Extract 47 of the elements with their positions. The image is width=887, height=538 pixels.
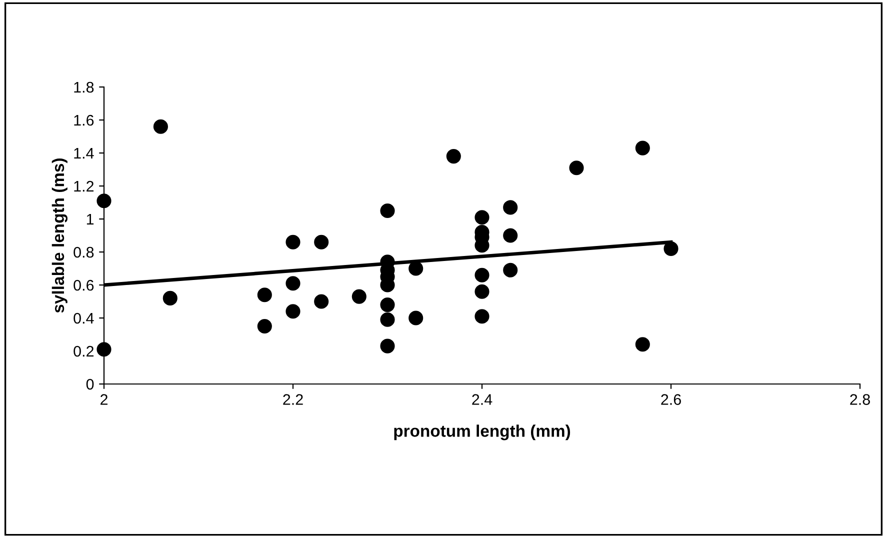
point: [153, 119, 168, 134]
point: [474, 284, 490, 299]
x-tick-label: 2.8: [850, 394, 870, 405]
point: [408, 261, 424, 276]
x-tick-label: 2.6: [661, 394, 681, 405]
point: [257, 288, 272, 302]
point: [664, 241, 678, 256]
x-tick-label: 2: [100, 394, 108, 405]
y-tick-label: 0.8: [74, 246, 94, 258]
y-tick-label: 1.2: [74, 180, 94, 192]
point: [408, 310, 424, 326]
point: [380, 312, 395, 327]
point: [380, 203, 395, 218]
point: [314, 294, 329, 309]
y-tick-label: 1.6: [74, 114, 94, 126]
point: [286, 276, 300, 291]
point: [446, 149, 461, 164]
point: [635, 337, 650, 352]
point: [474, 210, 490, 225]
point: [503, 228, 518, 243]
point: [286, 304, 300, 319]
point: [474, 268, 490, 282]
point: [474, 309, 490, 324]
point: [286, 234, 300, 250]
y-tick-label: 0.4: [74, 312, 94, 324]
y-tick-label: 0.2: [74, 346, 94, 357]
point: [96, 342, 112, 357]
point: [503, 200, 518, 215]
point: [380, 298, 395, 312]
y-axis-title: syllable length (ms): [52, 158, 68, 313]
y-tick-label: 1: [86, 214, 94, 225]
y-tick-label: 0.6: [74, 280, 94, 291]
point: [96, 194, 112, 208]
y-tick-label: 1.8: [74, 82, 94, 93]
point: [503, 262, 518, 278]
x-axis-title: pronotum length (mm): [394, 424, 570, 440]
point: [162, 290, 178, 306]
x-tick-label: 2.2: [283, 394, 303, 405]
point: [314, 234, 329, 250]
point: [569, 160, 584, 176]
point: [257, 318, 272, 334]
point: [380, 338, 395, 354]
y-tick-label: 1.4: [74, 148, 94, 159]
x-tick-label: 2.4: [472, 394, 492, 405]
point: [352, 289, 366, 304]
point: [635, 140, 650, 156]
y-tick-label: 0: [86, 378, 94, 390]
